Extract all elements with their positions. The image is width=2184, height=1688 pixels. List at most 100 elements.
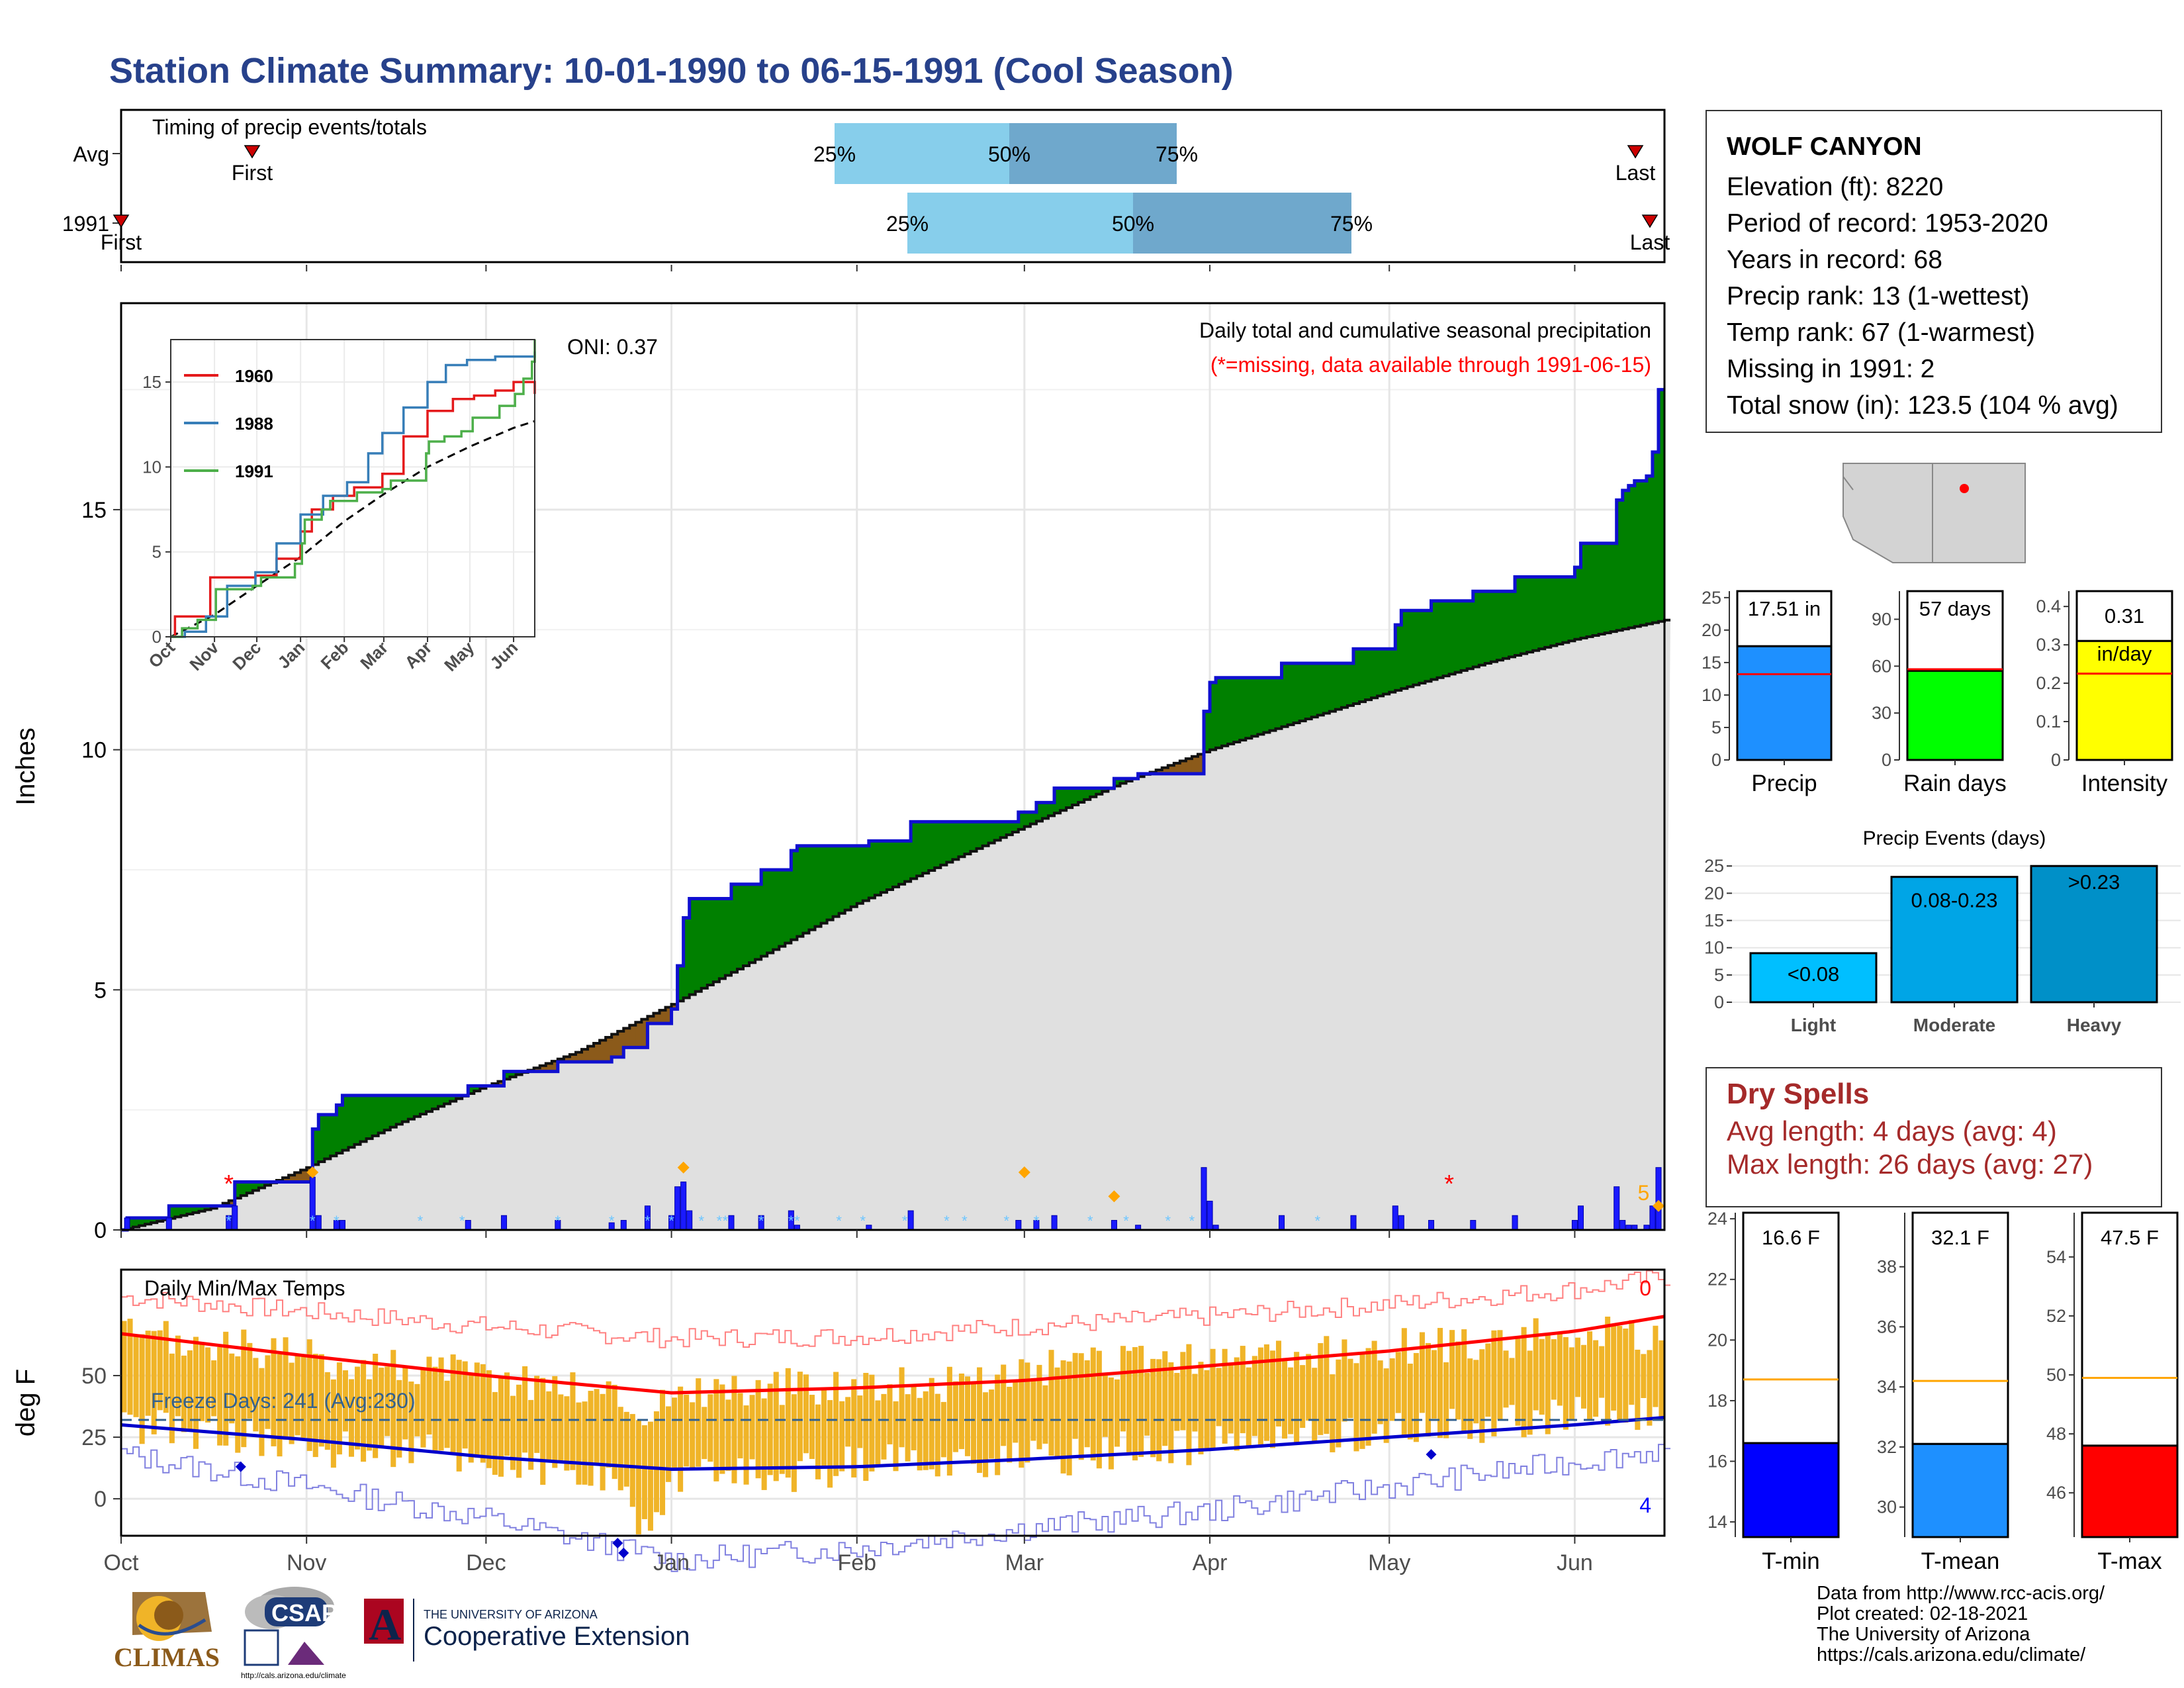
above-average-area [1234, 677, 1240, 743]
daily-temp-bar [367, 1379, 373, 1451]
main-ylabel: Inches [11, 727, 40, 806]
daily-temp-bar [444, 1380, 450, 1448]
precip-small-category-label: Precip [1751, 771, 1817, 796]
above-average-area [330, 1114, 337, 1156]
daily-temp-bar [312, 1354, 318, 1458]
event-count-label: 5 [1637, 1181, 1649, 1205]
tmean-small-value-bar [1911, 1442, 2009, 1538]
daily-temp-bar [1275, 1340, 1282, 1427]
inset-series-1988 [171, 351, 536, 638]
above-average-area [1545, 577, 1551, 647]
daily-temp-bar [456, 1360, 462, 1472]
daily-temp-bar [1586, 1331, 1593, 1421]
above-average-area [850, 845, 858, 907]
raindays-small-ytick-label: 90 [1872, 610, 1891, 630]
inset-legend-label: 1960 [235, 366, 273, 386]
daily-temp-bar [678, 1386, 684, 1492]
raindays-small-ytick-label: 0 [1882, 750, 1891, 770]
month-tick-label: Apr [1193, 1550, 1228, 1575]
tmax-small-category-label: T-max [2097, 1548, 2162, 1574]
above-average-area [934, 821, 941, 868]
daily-temp-bar [390, 1350, 396, 1468]
daily-temp-bar [157, 1330, 163, 1411]
above-average-area [432, 1095, 439, 1109]
daily-temp-bar [1641, 1354, 1647, 1398]
timing-label: Timing of precip events/totals [152, 115, 427, 139]
daily-temp-bar [1359, 1352, 1365, 1449]
daily-temp-bar [438, 1357, 444, 1451]
climas-logo-text: CLIMAS [114, 1642, 220, 1672]
station-temp-rank: Temp rank: 67 (1-warmest) [1727, 318, 2035, 347]
month-tick-label: Nov [287, 1550, 326, 1575]
above-average-area [755, 884, 762, 960]
daily-temp-bar [235, 1356, 241, 1453]
dry-spells-title: Dry Spells [1727, 1078, 1870, 1110]
daily-temp-bar [546, 1391, 552, 1462]
timing-row-label: 1991 [62, 212, 109, 236]
daily-temp-bar [1515, 1336, 1521, 1426]
daily-temp-bar [995, 1374, 1001, 1476]
daily-temp-bar [504, 1372, 510, 1456]
daily-temp-bar [1257, 1347, 1263, 1445]
inset-ytick-label: 5 [152, 542, 161, 562]
daily-temp-bar [217, 1346, 223, 1446]
above-average-area [994, 821, 1001, 841]
daily-temp-bar [1521, 1327, 1527, 1438]
above-average-area [1389, 649, 1396, 692]
dry-spells-max: Max length: 26 days (avg: 27) [1727, 1149, 2093, 1180]
daily-precip-bar [1111, 1219, 1117, 1231]
daily-temp-bar [1449, 1330, 1455, 1409]
credit-line: https://cals.arizona.edu/climate/ [1817, 1644, 2086, 1665]
daily-temp-bar [1395, 1352, 1401, 1413]
daily-temp-bar [779, 1405, 785, 1474]
daily-precip-bar [1470, 1219, 1477, 1231]
tmin-small-category-label: T-min [1762, 1548, 1820, 1574]
daily-temp-bar [1312, 1368, 1318, 1444]
record-low-line [121, 1444, 1671, 1572]
above-average-area [1204, 711, 1210, 752]
daily-temp-bar [1389, 1358, 1395, 1421]
above-average-area [510, 1071, 517, 1077]
daily-temp-bar [522, 1366, 528, 1453]
above-average-area [1557, 577, 1563, 645]
daily-precip-bar [1201, 1167, 1207, 1231]
daily-temp-bar [606, 1381, 612, 1468]
main-ytick-label: 15 [81, 498, 107, 523]
daily-temp-bar [558, 1394, 564, 1461]
above-average-area [1586, 543, 1594, 637]
month-tick-label: Dec [466, 1550, 506, 1575]
daily-temp-bar [600, 1393, 606, 1491]
daily-precip-bar [465, 1219, 471, 1231]
daily-temp-bar [1186, 1344, 1192, 1466]
main-precip-panel: * * * * * * * * * * * * * * * * * * * * * * * * * * ** * 5051015Inch… [11, 302, 1671, 1243]
daily-precip-bar [1279, 1215, 1285, 1231]
daily-temp-bar [205, 1347, 211, 1423]
daily-precip-bar [907, 1210, 914, 1231]
precip-events-ytick-label: 20 [1704, 883, 1724, 903]
above-average-area [868, 841, 876, 898]
snow-marker: * [1165, 1213, 1171, 1229]
daily-temp-bar [1647, 1350, 1653, 1426]
timing-panel: Timing of precip events/totals Avg 25% 50% 7… [62, 109, 1670, 271]
daily-temp-bar [1001, 1364, 1007, 1446]
daily-temp-bar [1263, 1344, 1269, 1441]
snow-marker: * [334, 1213, 340, 1229]
below-average-area [659, 1010, 666, 1024]
below-average-area [1167, 765, 1175, 774]
daily-temp-bar [283, 1337, 289, 1440]
above-average-area [1228, 677, 1234, 744]
main-chart-title: Daily total and cumulative seasonal prec… [1199, 318, 1651, 342]
tmax-small-ytick-label: 48 [2046, 1424, 2066, 1444]
above-average-area [815, 845, 822, 927]
daily-temp-bar [1228, 1364, 1234, 1434]
above-average-area [169, 1205, 175, 1219]
above-average-area [1658, 389, 1665, 622]
daily-temp-bar [223, 1331, 229, 1446]
above-average-area [1622, 490, 1629, 630]
snow-marker: * [609, 1213, 615, 1229]
daily-precip-bar [500, 1215, 508, 1231]
daily-precip-bar [1051, 1215, 1058, 1231]
daily-temp-bar [887, 1384, 893, 1444]
daily-temp-bar [1072, 1352, 1078, 1439]
daily-temp-bar [1413, 1352, 1419, 1442]
